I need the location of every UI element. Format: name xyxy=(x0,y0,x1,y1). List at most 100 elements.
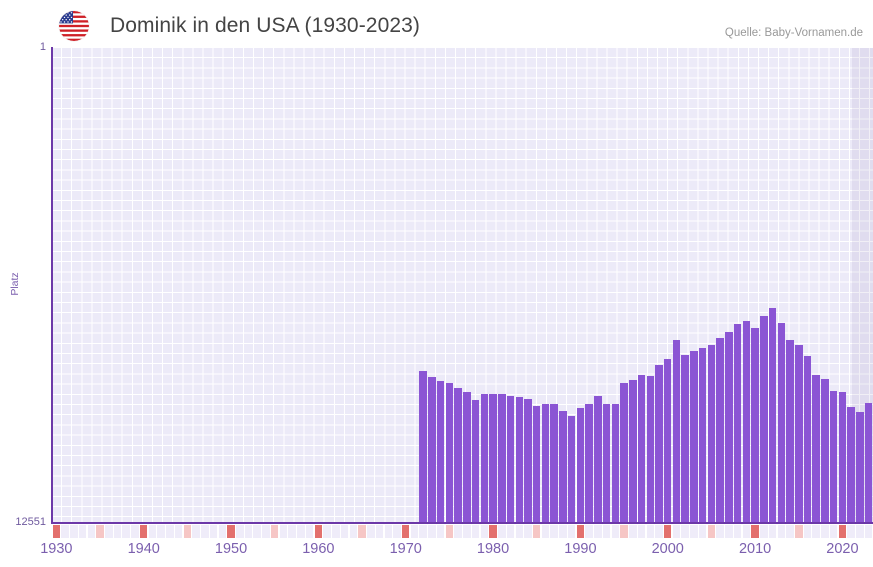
x-axis-tick xyxy=(227,525,235,538)
bar[interactable] xyxy=(725,332,733,523)
bar[interactable] xyxy=(436,381,445,523)
x-axis-tick xyxy=(244,525,253,538)
x-axis-tick xyxy=(498,525,506,538)
x-axis-tick xyxy=(576,525,585,538)
x-axis-tick xyxy=(445,525,454,538)
bar[interactable] xyxy=(428,377,436,523)
bar[interactable] xyxy=(524,399,532,523)
x-axis-tick xyxy=(323,525,331,538)
bar[interactable] xyxy=(541,404,550,523)
bar[interactable] xyxy=(489,394,497,523)
bar[interactable] xyxy=(838,392,847,523)
bar[interactable] xyxy=(445,383,454,523)
x-axis-tick xyxy=(349,525,358,538)
x-axis-tick xyxy=(401,525,410,538)
x-axis-tick xyxy=(131,525,139,538)
bar[interactable] xyxy=(716,338,724,523)
bar[interactable] xyxy=(698,348,707,523)
x-axis-tick xyxy=(471,525,480,538)
bar[interactable] xyxy=(602,404,611,523)
x-axis-tick xyxy=(253,525,261,538)
x-axis-tick-label: 1990 xyxy=(564,541,597,557)
bar[interactable] xyxy=(463,392,471,523)
us-flag-icon xyxy=(59,11,89,41)
bar[interactable] xyxy=(768,308,777,523)
bar[interactable] xyxy=(864,403,873,523)
x-axis-tick-label: 1940 xyxy=(127,541,160,557)
bar[interactable] xyxy=(611,404,620,523)
x-axis-tick-label: 1950 xyxy=(214,541,248,557)
x-axis-line xyxy=(51,522,873,524)
x-axis-tick xyxy=(419,525,427,538)
bar[interactable] xyxy=(690,351,698,523)
x-axis-tick xyxy=(52,525,61,538)
bar[interactable] xyxy=(567,416,576,523)
x-axis-tick xyxy=(113,525,122,538)
x-axis-tick-label: 1970 xyxy=(389,541,422,557)
source-attribution: Quelle: Baby-Vornamen.de xyxy=(724,27,863,39)
x-axis-tick xyxy=(751,525,759,538)
bar[interactable] xyxy=(681,355,689,523)
x-axis-tick xyxy=(803,525,812,538)
bar[interactable] xyxy=(550,404,558,523)
bar[interactable] xyxy=(786,340,794,523)
bar[interactable] xyxy=(454,388,462,523)
bar[interactable] xyxy=(707,345,716,523)
x-axis-tick xyxy=(270,525,279,538)
bar[interactable] xyxy=(498,394,506,523)
x-axis-tick-label: 2020 xyxy=(826,541,859,557)
x-axis-tick xyxy=(87,525,96,538)
bar[interactable] xyxy=(515,397,524,523)
x-axis-tick xyxy=(96,525,104,538)
bar[interactable] xyxy=(672,340,681,523)
bar[interactable] xyxy=(733,324,742,523)
bar[interactable] xyxy=(812,375,820,523)
x-axis-tick xyxy=(384,525,392,538)
x-axis-tick xyxy=(305,525,314,538)
bar[interactable] xyxy=(663,359,672,523)
bar[interactable] xyxy=(629,380,637,523)
bar[interactable] xyxy=(655,365,663,523)
y-axis-line xyxy=(51,47,53,524)
bar[interactable] xyxy=(821,379,829,523)
x-axis-tick xyxy=(105,525,113,538)
x-axis-tick xyxy=(637,525,646,538)
bar[interactable] xyxy=(506,396,515,523)
bar[interactable] xyxy=(803,356,812,523)
bar[interactable] xyxy=(480,394,489,523)
bar[interactable] xyxy=(795,345,803,523)
y-axis-max-label: 1 xyxy=(39,41,46,53)
bar[interactable] xyxy=(419,371,427,523)
bar[interactable] xyxy=(594,396,602,523)
x-axis-tick xyxy=(629,525,637,538)
bar-series xyxy=(52,48,873,523)
bar[interactable] xyxy=(471,400,480,523)
bar[interactable] xyxy=(532,406,541,523)
bar[interactable] xyxy=(646,376,655,523)
x-axis-tick xyxy=(611,525,620,538)
bar[interactable] xyxy=(777,323,786,523)
bar[interactable] xyxy=(856,412,864,523)
bar[interactable] xyxy=(847,407,855,523)
bar[interactable] xyxy=(829,391,838,523)
bar[interactable] xyxy=(559,411,567,523)
bar[interactable] xyxy=(585,404,593,523)
x-axis-tick xyxy=(192,525,200,538)
x-axis-tick xyxy=(410,525,419,538)
x-axis-tick xyxy=(594,525,602,538)
chart-header: Dominik in den USA (1930-2023) Quelle: B… xyxy=(0,0,873,48)
x-axis-tick xyxy=(812,525,820,538)
bar[interactable] xyxy=(760,316,768,523)
x-axis-tick xyxy=(201,525,209,538)
bar[interactable] xyxy=(620,383,628,523)
bar[interactable] xyxy=(751,328,759,523)
bar[interactable] xyxy=(637,375,646,523)
bar[interactable] xyxy=(742,321,751,523)
x-axis-tick xyxy=(340,525,349,538)
x-axis-tick xyxy=(218,525,227,538)
x-axis-tick xyxy=(690,525,698,538)
x-axis-tick xyxy=(795,525,803,538)
bar[interactable] xyxy=(576,408,585,523)
x-axis-tick xyxy=(506,525,515,538)
x-axis-tick-label: 1930 xyxy=(40,541,73,557)
